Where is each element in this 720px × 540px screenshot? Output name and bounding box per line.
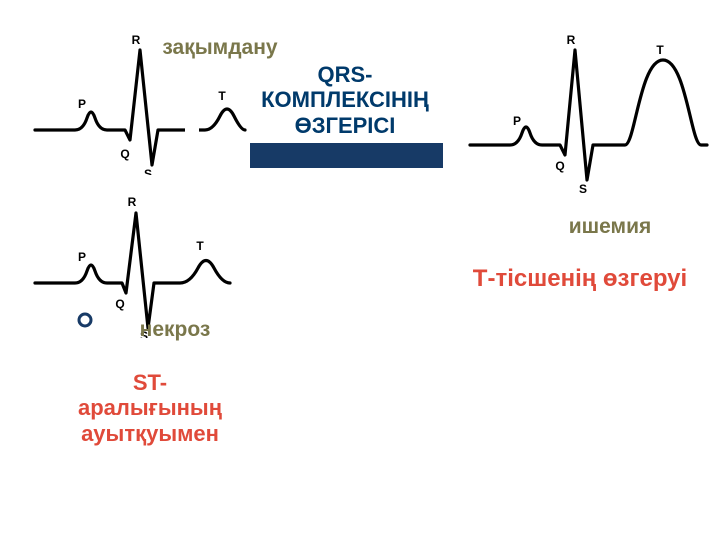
ecg-letter-q: Q — [555, 159, 564, 173]
label-nekroz: некроз — [125, 318, 225, 342]
ecg-letter-r: R — [567, 33, 576, 47]
ecg-letter-r: R — [128, 195, 137, 209]
ecg-letter-t: T — [218, 89, 226, 103]
accent-bar — [218, 143, 443, 168]
bullet-circle — [79, 314, 91, 326]
ecg-letter-t: T — [656, 43, 664, 57]
label-twave: Т-тісшенің өзгеруі — [450, 265, 710, 293]
ecg-letter-p: P — [78, 250, 86, 264]
ecg-necrosis: PQRST — [30, 188, 235, 338]
ecg-letter-s: S — [144, 167, 152, 175]
ecg-letter-q: Q — [115, 297, 124, 311]
ecg-bg — [30, 188, 235, 338]
ecg-letter-q: Q — [120, 147, 129, 161]
label-zakymdanu: зақымдану — [155, 36, 285, 60]
ecg-letter-s: S — [579, 182, 587, 196]
label-ishemiya: ишемия — [555, 215, 665, 239]
ecg-letter-p: P — [78, 97, 86, 111]
ecg-letter-t: T — [196, 239, 204, 253]
ecg-ischemia: P Q R S T — [465, 30, 710, 205]
ecg-gap — [185, 122, 199, 138]
ecg-letter-r: R — [132, 33, 141, 47]
label-st: ST- аралығының ауытқуымен — [55, 370, 245, 446]
bullet-dot — [75, 310, 95, 330]
ecg-letter-p: P — [513, 114, 521, 128]
label-qrs: QRS- КОМПЛЕКСІНІҢ ӨЗГЕРІСІ — [235, 62, 455, 138]
